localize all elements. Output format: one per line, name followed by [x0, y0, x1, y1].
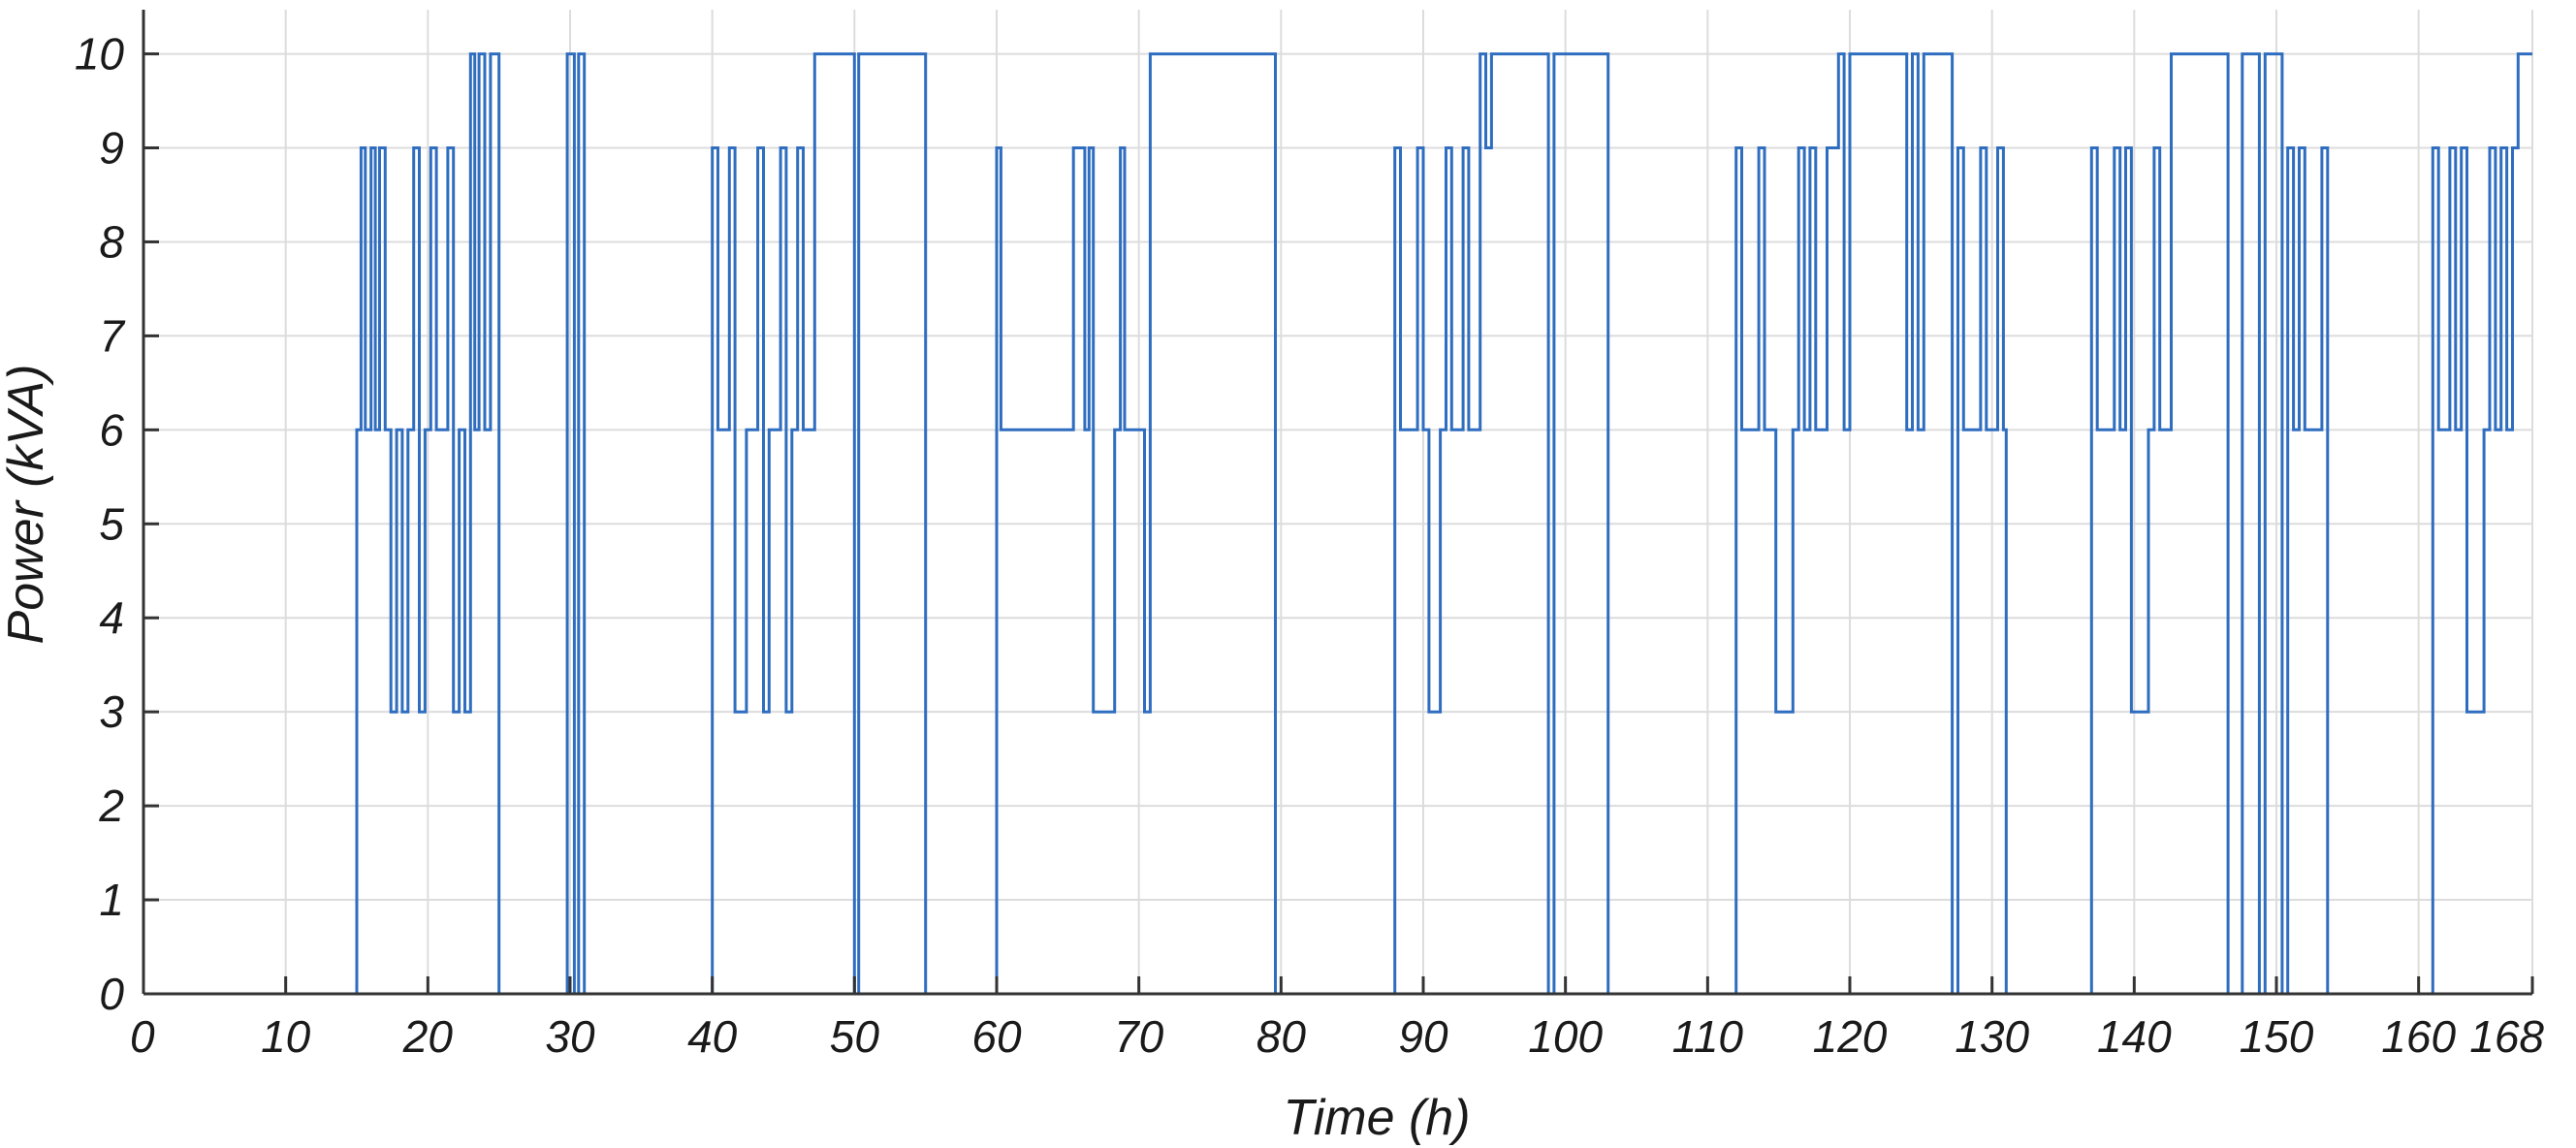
y-tick-label: 2	[98, 781, 124, 831]
x-tick-label: 70	[1114, 1011, 1164, 1062]
y-tick-label: 3	[99, 686, 124, 737]
x-tick-label: 110	[1672, 1011, 1744, 1062]
x-axis-title: Time (h)	[1283, 1090, 1470, 1146]
y-tick-labels: 0 1 2 3 4 5 6 7 8 9 10	[75, 29, 126, 1019]
series-line-0	[143, 52, 2532, 996]
x-tick-label: 150	[2240, 1011, 2314, 1062]
x-tick-label: 168	[2469, 1011, 2544, 1062]
series-layer	[143, 52, 2532, 996]
y-tick-label: 10	[75, 29, 125, 80]
x-tick-label: 60	[971, 1011, 1022, 1062]
x-tick-label: 0	[130, 1011, 155, 1062]
y-tick-label: 6	[99, 404, 124, 455]
x-tick-label: 140	[2097, 1011, 2172, 1062]
x-tick-label: 80	[1256, 1011, 1307, 1062]
y-tick-label: 5	[99, 498, 124, 549]
x-tick-label: 20	[402, 1011, 454, 1062]
y-axis-title: Power (kVA)	[0, 365, 54, 645]
x-tick-label: 100	[1528, 1011, 1603, 1062]
x-tick-label: 130	[1955, 1011, 2029, 1062]
y-tick-label: 4	[99, 592, 124, 643]
y-tick-label: 0	[99, 969, 124, 1019]
x-tick-label: 120	[1813, 1011, 1888, 1062]
y-tick-label: 8	[99, 216, 124, 267]
x-tick-label: 50	[830, 1011, 880, 1062]
y-tick-label: 1	[99, 875, 124, 925]
x-tick-label: 10	[261, 1011, 311, 1062]
x-tick-label: 160	[2381, 1011, 2456, 1062]
x-tick-label: 30	[545, 1011, 595, 1062]
y-tick-label: 7	[99, 310, 125, 361]
x-tick-label: 40	[687, 1011, 738, 1062]
x-tick-label: 90	[1398, 1011, 1448, 1062]
axes	[142, 10, 2534, 996]
x-tick-labels: 0 10 20 30 40 50 60 70 80 90 100 110 120 130 140 150 160…	[130, 1011, 2544, 1062]
y-tick-label: 9	[99, 123, 124, 174]
